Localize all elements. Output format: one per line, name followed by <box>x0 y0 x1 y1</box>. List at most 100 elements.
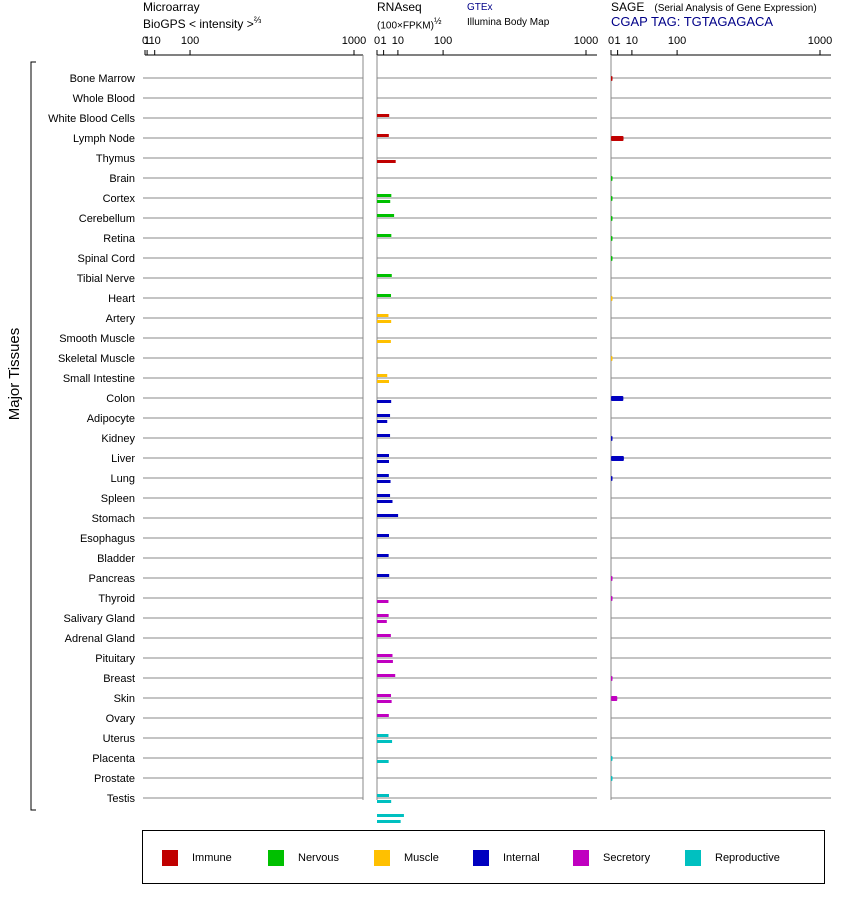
tissue-label: Prostate <box>94 773 135 785</box>
bar-sage <box>611 216 613 221</box>
legend-item-secretory: Secretory <box>573 850 650 866</box>
legend-swatch-immune <box>162 850 178 866</box>
bar-illumina <box>377 600 389 603</box>
bar-illumina <box>377 800 392 803</box>
bar-sage <box>611 596 613 601</box>
tissue-label: Tibial Nerve <box>77 273 135 285</box>
legend-label-immune: Immune <box>192 852 232 864</box>
legend-item-immune: Immune <box>162 850 232 866</box>
bar-illumina <box>377 700 392 703</box>
legend-swatch-secretory <box>573 850 589 866</box>
bar-gtex <box>377 194 392 197</box>
bar-gtex <box>377 514 399 517</box>
bar-gtex <box>377 274 392 277</box>
microarray-title: Microarray <box>143 0 200 14</box>
rnaseq-unit-text: (100×FPKM) <box>377 20 434 32</box>
microarray-subtitle: BioGPS < intensity >⅔ <box>143 14 261 31</box>
bar-illumina <box>377 400 392 403</box>
legend-swatch-nervous <box>268 850 284 866</box>
rnaseq-tick-label: 1 <box>381 35 387 47</box>
bar-gtex <box>377 694 392 697</box>
bar-gtex <box>377 474 389 477</box>
bar-gtex <box>377 794 390 797</box>
bar-gtex <box>377 134 389 137</box>
legend-swatch-muscle <box>374 850 390 866</box>
bar-gtex <box>377 714 389 717</box>
sage-title-text: SAGE <box>611 0 645 14</box>
rnaseq-exponent: ½ <box>433 16 442 26</box>
sage-tag: CGAP TAG: TGTAGAGACA <box>611 14 774 29</box>
tissue-label: Spinal Cord <box>78 253 135 265</box>
bar-gtex <box>377 494 391 497</box>
rnaseq-tick-label: 10 <box>392 35 404 47</box>
bar-gtex <box>377 114 390 117</box>
rnaseq-source-illumina: Illumina Body Map <box>467 17 550 28</box>
sage-tick-label: 100 <box>668 35 686 47</box>
rnaseq-source-gtex: GTEx <box>467 2 493 13</box>
tissue-label: Skeletal Muscle <box>58 353 135 365</box>
rnaseq-title: RNAseq <box>377 0 422 14</box>
bar-sage <box>611 476 613 481</box>
legend-label-reproductive: Reproductive <box>715 852 780 864</box>
bar-gtex <box>377 554 389 557</box>
bar-gtex <box>377 434 391 437</box>
tissue-label: Lymph Node <box>73 133 135 145</box>
bar-gtex <box>377 574 390 577</box>
microarray-tick-label: 100 <box>181 35 199 47</box>
sage-tick-label: 0 <box>608 35 614 47</box>
bar-illumina <box>377 820 401 823</box>
bar-illumina <box>377 760 389 763</box>
sage-tick-label: 1 <box>615 35 621 47</box>
bar-sage <box>611 136 624 141</box>
bar-illumina <box>377 320 392 323</box>
legend-swatch-internal <box>473 850 489 866</box>
bar-gtex <box>377 454 390 457</box>
bar-sage <box>611 296 613 301</box>
tissue-label: Skin <box>114 693 135 705</box>
legend-label-nervous: Nervous <box>298 852 339 864</box>
microarray-tick-label: 1 <box>144 35 150 47</box>
bar-sage <box>611 176 613 181</box>
bar-illumina <box>377 740 393 743</box>
y-group-label: Major Tissues <box>6 328 23 421</box>
bar-sage <box>611 776 613 781</box>
tissue-label: Pancreas <box>89 573 136 585</box>
sage-title: SAGE (Serial Analysis of Gene Expression) <box>611 1 817 15</box>
bar-illumina <box>377 460 390 463</box>
bar-gtex <box>377 294 392 297</box>
bar-illumina <box>377 340 391 343</box>
tissue-label: Thymus <box>96 153 136 165</box>
bar-gtex <box>377 534 390 537</box>
tissue-label: Uterus <box>103 733 136 745</box>
bar-gtex <box>377 734 389 737</box>
tissue-label: Testis <box>107 793 136 805</box>
sage-subtitle: (Serial Analysis of Gene Expression) <box>654 3 817 14</box>
bar-illumina <box>377 620 387 623</box>
bar-sage <box>611 236 613 241</box>
bar-gtex <box>377 674 396 677</box>
legend-swatch-reproductive <box>685 850 701 866</box>
bar-sage <box>611 256 613 261</box>
tissue-label: Colon <box>106 393 135 405</box>
rnaseq-tick-label: 100 <box>434 35 452 47</box>
tissue-label: Placenta <box>92 753 136 765</box>
legend-item-reproductive: Reproductive <box>685 850 780 866</box>
bar-sage <box>611 756 613 761</box>
bar-illumina <box>377 200 391 203</box>
legend-item-nervous: Nervous <box>268 850 339 866</box>
bar-gtex <box>377 654 393 657</box>
bar-sage <box>611 436 613 441</box>
rnaseq-tick-label: 1000 <box>574 35 598 47</box>
bar-illumina <box>377 380 390 383</box>
tissue-label: Ovary <box>106 713 136 725</box>
bar-sage <box>611 356 613 361</box>
legend-label-secretory: Secretory <box>603 852 651 864</box>
tissue-label: Breast <box>103 673 135 685</box>
bar-gtex <box>377 214 395 217</box>
tissue-label: Artery <box>106 313 136 325</box>
microarray-exponent: ⅔ <box>253 15 262 25</box>
bar-sage <box>611 576 613 581</box>
bar-illumina <box>377 500 393 503</box>
bar-gtex <box>377 814 404 817</box>
